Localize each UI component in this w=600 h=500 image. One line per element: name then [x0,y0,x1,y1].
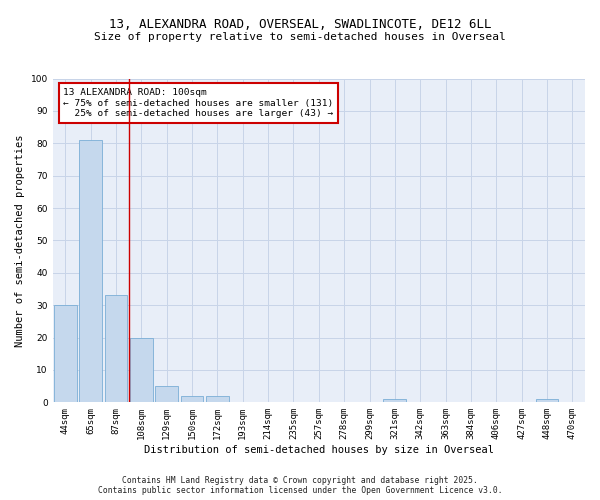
Bar [155,386,178,402]
Bar [181,396,203,402]
X-axis label: Distribution of semi-detached houses by size in Overseal: Distribution of semi-detached houses by … [144,445,494,455]
Text: 13 ALEXANDRA ROAD: 100sqm
← 75% of semi-detached houses are smaller (131)
  25% : 13 ALEXANDRA ROAD: 100sqm ← 75% of semi-… [64,88,334,118]
Text: Size of property relative to semi-detached houses in Overseal: Size of property relative to semi-detach… [94,32,506,42]
Bar [383,399,406,402]
Bar [130,338,153,402]
Bar [54,305,77,402]
Text: 13, ALEXANDRA ROAD, OVERSEAL, SWADLINCOTE, DE12 6LL: 13, ALEXANDRA ROAD, OVERSEAL, SWADLINCOT… [109,18,491,30]
Bar [536,399,559,402]
Bar [104,296,127,403]
Bar [79,140,102,402]
Y-axis label: Number of semi-detached properties: Number of semi-detached properties [15,134,25,346]
Bar [206,396,229,402]
Text: Contains HM Land Registry data © Crown copyright and database right 2025.
Contai: Contains HM Land Registry data © Crown c… [98,476,502,495]
